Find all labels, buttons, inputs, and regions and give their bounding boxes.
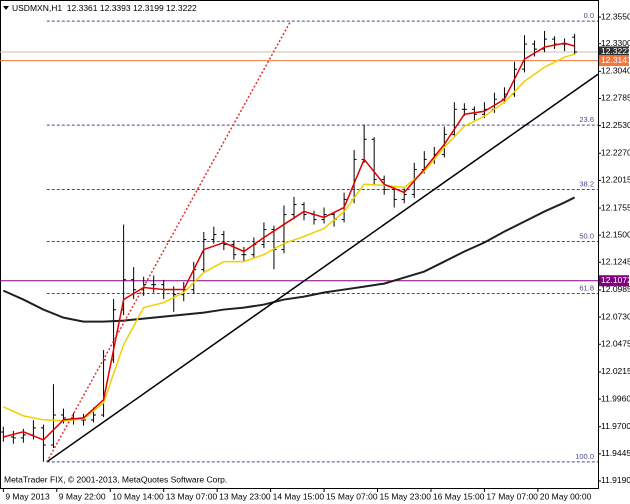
- price-label-bg: [599, 275, 629, 287]
- copyright: MetaTrader FIX, © 2001-2013, MetaQuotes …: [4, 474, 227, 484]
- x-tick-label: 9 May 22:00: [59, 491, 106, 501]
- x-tick-label: 9 May 2013: [5, 491, 50, 501]
- price-label: 12.1072: [601, 275, 630, 285]
- y-tick-label: 11.9960: [601, 393, 630, 403]
- price-label: 12.3222: [601, 46, 630, 56]
- price-label-bg: [599, 55, 629, 67]
- y-tick-label: 12.0215: [601, 366, 630, 376]
- y-tick-label: 11.9445: [601, 448, 630, 458]
- x-tick-label: 14 May 15:00: [273, 491, 325, 501]
- price-label-bg: [599, 46, 629, 58]
- fib-label: 100.0: [575, 452, 594, 461]
- x-tick-label: 13 May 23:00: [219, 491, 271, 501]
- moving-average: [3, 42, 575, 441]
- y-tick-label: 12.0730: [601, 311, 630, 321]
- x-tick-label: 15 May 07:00: [326, 491, 378, 501]
- y-tick-label: 12.3550: [601, 11, 630, 21]
- y-tick-label: 11.9700: [601, 421, 630, 431]
- y-tick-label: 12.2530: [601, 120, 630, 130]
- y-tick-label: 12.1755: [601, 202, 630, 212]
- moving-average: [2, 196, 576, 323]
- plot-frame: [0, 0, 599, 489]
- fib-label: 38.2: [579, 180, 594, 189]
- fib-label: 50.0: [579, 231, 594, 240]
- x-tick-label: 10 May 14:00: [112, 491, 164, 501]
- menu-arrow[interactable]: [3, 6, 9, 10]
- moving-average: [3, 53, 575, 422]
- x-tick-label: 16 May 15:00: [433, 491, 485, 501]
- fib-label: 0.0: [584, 11, 594, 20]
- y-tick-label: 12.0475: [601, 339, 630, 349]
- x-tick-label: 20 May 00:00: [540, 491, 592, 501]
- price-label: 12.3141: [601, 55, 630, 65]
- fib-label: 23.6: [579, 115, 594, 124]
- y-tick-label: 12.3040: [601, 66, 630, 76]
- x-tick-label: 13 May 07:00: [166, 491, 218, 501]
- y-tick-label: 12.2270: [601, 148, 630, 158]
- x-tick-label: 17 May 07:00: [486, 491, 538, 501]
- trend-line: [46, 73, 599, 463]
- y-tick-label: 12.3300: [601, 38, 630, 48]
- y-tick-label: 12.1500: [601, 229, 630, 239]
- y-tick-label: 12.0985: [601, 284, 630, 294]
- fib-label: 61.8: [579, 283, 594, 292]
- y-tick-label: 12.2015: [601, 175, 630, 185]
- y-tick-label: 12.2785: [601, 93, 630, 103]
- y-tick-label: 11.9190: [601, 475, 630, 485]
- chart-title: USDMXN,H1 12.3361 12.3393 12.3199 12.322…: [12, 3, 197, 13]
- x-tick-label: 15 May 23:00: [380, 491, 432, 501]
- y-tick-label: 12.1245: [601, 257, 630, 267]
